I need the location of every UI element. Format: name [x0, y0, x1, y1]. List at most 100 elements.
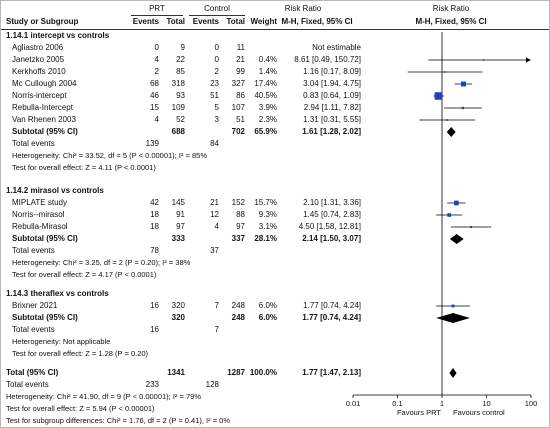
- subtotal-weight: 65.9%: [254, 127, 277, 136]
- grand-weight: 100.0%: [249, 368, 277, 377]
- ci-cell: 1.16 [0.17, 8.09]: [303, 67, 361, 76]
- subtotal-weight: 6.0%: [258, 313, 277, 322]
- total1-col-header: Total: [166, 17, 185, 26]
- subgroup-title: 1.14.2 mirasol vs controls: [6, 186, 104, 195]
- subtotal-label: Subtotal (95% CI): [12, 127, 78, 136]
- group2-header: Control: [204, 4, 230, 13]
- study-marker: [454, 200, 459, 206]
- total2-cell: 11: [236, 43, 245, 52]
- subgroup-difference-text: Test for subgroup differences: Chi² = 1.…: [6, 416, 231, 425]
- total2-cell: 99: [236, 67, 245, 76]
- heterogeneity-text: Heterogeneity: Chi² = 3.25, df = 2 (P = …: [12, 258, 191, 267]
- ci-cell: 4.50 [1.58, 12.81]: [298, 222, 361, 231]
- total-events-label: Total events: [12, 325, 55, 334]
- study-name: Kerkhoffs 2010: [12, 67, 66, 76]
- total-events-label: Total events: [12, 246, 55, 255]
- axis-tick-label: 1: [439, 399, 445, 408]
- subtotal-diamond: [436, 313, 470, 323]
- weight-cell: 17.4%: [254, 79, 277, 88]
- events2-cell: 2: [214, 67, 219, 76]
- total-events2: 37: [210, 246, 219, 255]
- weight-cell: 40.5%: [254, 91, 277, 100]
- total1-cell: 91: [176, 210, 185, 219]
- events1-cell: 4: [154, 55, 159, 64]
- effect-subheader: M-H, Fixed, 95% CI: [281, 17, 353, 26]
- total1-cell: 97: [176, 222, 185, 231]
- total2-col-header: Total: [226, 17, 245, 26]
- events1-cell: 42: [150, 198, 159, 207]
- total1-cell: 22: [176, 55, 185, 64]
- total-events1: 233: [145, 380, 159, 389]
- weight-cell: 0.4%: [258, 55, 277, 64]
- weight-col-header: Weight: [250, 17, 277, 26]
- subtotal-label: Subtotal (95% CI): [12, 313, 78, 322]
- study-marker: [461, 81, 466, 87]
- ci-arrow: [526, 57, 531, 63]
- events2-cell: 7: [214, 301, 219, 310]
- ci-cell: 1.31 [0.31, 5.55]: [303, 115, 361, 124]
- favours-right-label: Favours control: [453, 408, 505, 417]
- subgroup-title: 1.14.1 intercept vs controls: [6, 31, 110, 40]
- total1-cell: 109: [171, 103, 185, 112]
- ci-cell: 3.04 [1.94, 4.75]: [303, 79, 361, 88]
- weight-cell: 3.9%: [258, 103, 277, 112]
- events2-cell: 23: [210, 79, 219, 88]
- weight-cell: 15.7%: [254, 198, 277, 207]
- total2-cell: 21: [236, 55, 245, 64]
- ci-cell: 2.10 [1.31, 3.36]: [303, 198, 361, 207]
- ci-cell: 1.45 [0.74, 2.83]: [303, 210, 361, 219]
- total1-cell: 320: [171, 301, 185, 310]
- events1-cell: 15: [150, 103, 159, 112]
- subtotal-ci: 1.77 [0.74, 4.24]: [302, 313, 361, 322]
- study-name: Mc Cullough 2004: [12, 79, 77, 88]
- overall-effect-text: Test for overall effect: Z = 4.11 (P < 0…: [12, 163, 156, 172]
- total1-cell: 52: [176, 115, 185, 124]
- events1-cell: 18: [150, 222, 159, 231]
- events2-cell: 5: [214, 103, 219, 112]
- study-marker: [447, 213, 451, 217]
- total-events-label: Total events: [6, 380, 49, 389]
- header-rule: [1, 29, 549, 30]
- group1-header: PRT: [149, 4, 165, 13]
- subtotal-total1: 333: [171, 234, 185, 243]
- group2-underline: [189, 15, 245, 16]
- total2-cell: 51: [236, 115, 245, 124]
- events2-cell: 3: [214, 115, 219, 124]
- subtotal-total2: 248: [231, 313, 245, 322]
- events2-cell: 21: [210, 198, 219, 207]
- study-name: MIPLATE study: [12, 198, 67, 207]
- study-name: Janetzko 2005: [12, 55, 65, 64]
- subtotal-diamond: [449, 234, 464, 244]
- total1-cell: 318: [171, 79, 185, 88]
- total2-cell: 248: [231, 301, 245, 310]
- events1-cell: 2: [154, 67, 159, 76]
- total-diamond: [449, 368, 457, 378]
- subtotal-total1: 688: [171, 127, 185, 136]
- axis-tick-label: 10: [482, 399, 491, 408]
- group1-underline: [131, 15, 183, 16]
- overall-effect-text: Test for overall effect: Z = 4.17 (P < 0…: [12, 270, 157, 279]
- subtotal-total1: 320: [171, 313, 185, 322]
- study-marker: [446, 119, 449, 121]
- study-marker: [482, 59, 485, 61]
- events2-cell: 0: [214, 55, 219, 64]
- total-events2: 84: [210, 139, 219, 148]
- study-name: Rebulla-Mirasol: [12, 222, 68, 231]
- heterogeneity-text: Heterogeneity: Chi² = 33.52, df = 5 (P <…: [12, 151, 207, 160]
- events2-cell: 4: [214, 222, 219, 231]
- total-events1: 139: [145, 139, 159, 148]
- study-name: Brixner 2021: [12, 301, 58, 310]
- ci-cell: 0.83 [0.64, 1.09]: [303, 91, 361, 100]
- heterogeneity-text: Heterogeneity: Not applicable: [12, 337, 111, 346]
- overall-effect-text: Test for overall effect: Z = 5.94 (P < 0…: [6, 404, 155, 413]
- study-marker: [434, 92, 443, 100]
- events1-col-header: Events: [132, 17, 159, 26]
- axis-tick-label: 100: [524, 399, 538, 408]
- events1-cell: 18: [150, 210, 159, 219]
- events1-cell: 68: [150, 79, 159, 88]
- subtotal-label: Subtotal (95% CI): [12, 234, 78, 243]
- weight-cell: 3.1%: [258, 222, 277, 231]
- weight-cell: 6.0%: [258, 301, 277, 310]
